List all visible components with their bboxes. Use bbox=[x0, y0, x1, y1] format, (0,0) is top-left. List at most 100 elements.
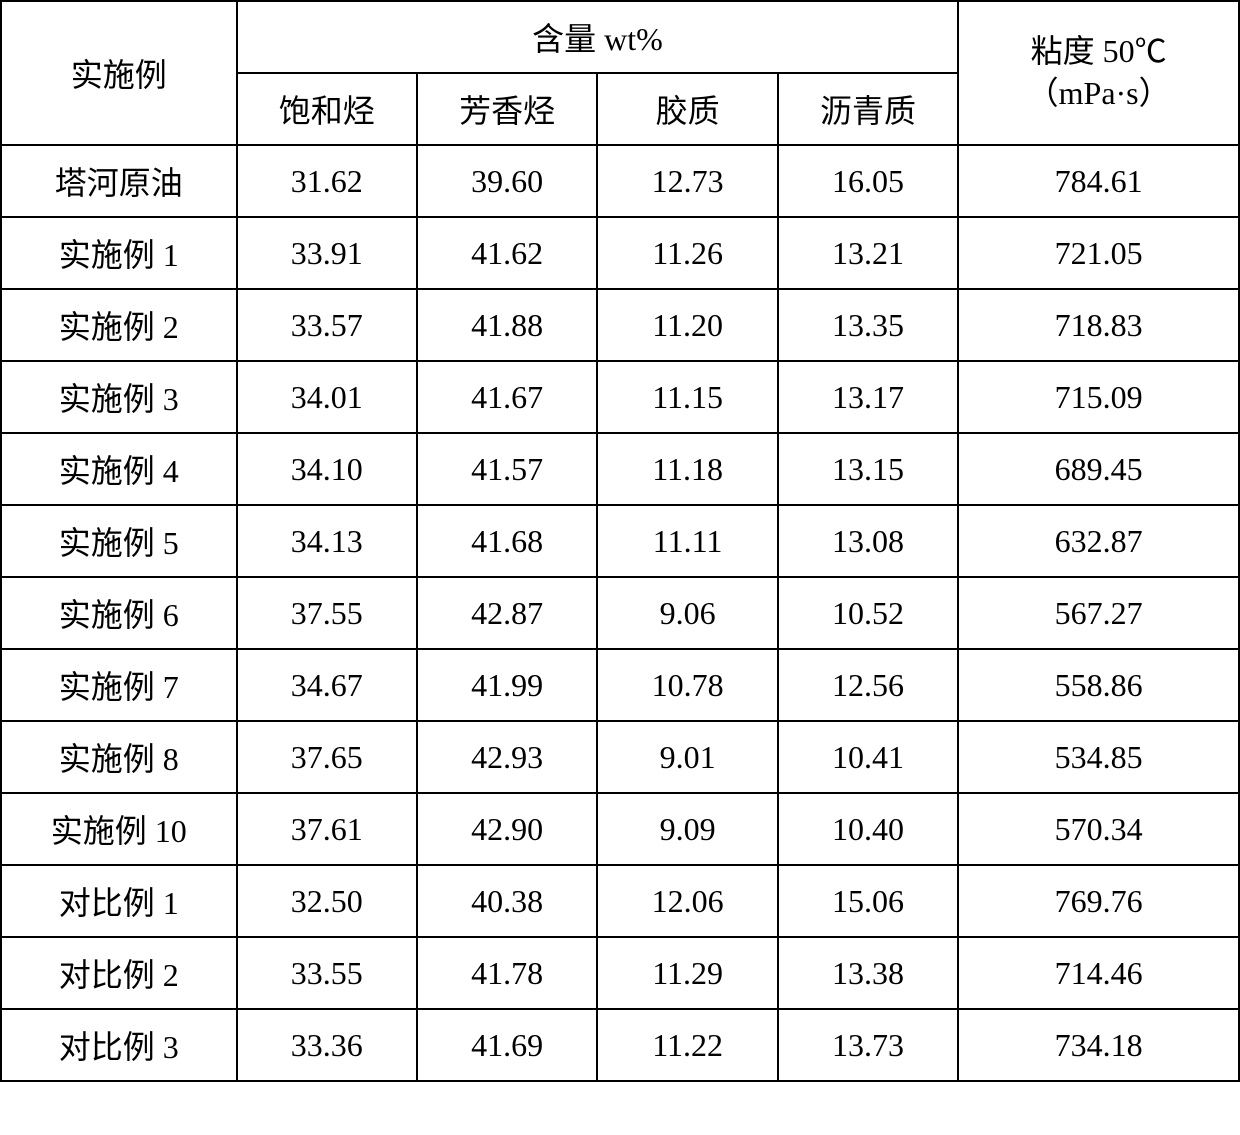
header-example-label: 实施例 bbox=[71, 50, 167, 96]
row-value: 34.13 bbox=[237, 505, 417, 577]
table-row: 对比例 3 33.36 41.69 11.22 13.73 734.18 bbox=[1, 1009, 1239, 1081]
table-body: 塔河原油31.6239.6012.7316.05784.61实施例 133.91… bbox=[1, 145, 1239, 1081]
row-label-text: 实施例 7 bbox=[59, 662, 179, 708]
row-value: 632.87 bbox=[958, 505, 1239, 577]
row-value: 37.55 bbox=[237, 577, 417, 649]
row-value: 689.45 bbox=[958, 433, 1239, 505]
row-value: 13.08 bbox=[778, 505, 958, 577]
row-value: 42.93 bbox=[417, 721, 597, 793]
row-value: 33.55 bbox=[237, 937, 417, 1009]
table-row: 实施例 133.9141.6211.2613.21721.05 bbox=[1, 217, 1239, 289]
table-header: 实施例 含量 wt% 粘度 50℃ （mPa·s） 饱和烃 芳香烃 胶质 bbox=[1, 1, 1239, 145]
table-row: 实施例 434.1041.5711.1813.15689.45 bbox=[1, 433, 1239, 505]
row-value: 10.40 bbox=[778, 793, 958, 865]
row-value: 41.99 bbox=[417, 649, 597, 721]
row-value-text: 11.11 bbox=[653, 523, 723, 560]
row-value-text: 12.06 bbox=[652, 883, 724, 920]
row-value-text: 33.91 bbox=[291, 235, 363, 272]
subheader-asphaltene: 沥青质 bbox=[778, 73, 958, 145]
subheader-saturated: 饱和烃 bbox=[237, 73, 417, 145]
table-row: 实施例 637.5542.879.0610.52567.27 bbox=[1, 577, 1239, 649]
row-value: 9.09 bbox=[597, 793, 777, 865]
row-value-text: 11.22 bbox=[652, 1027, 723, 1064]
row-value-text: 715.09 bbox=[1055, 379, 1143, 416]
row-value-text: 34.67 bbox=[291, 667, 363, 704]
row-value-text: 33.36 bbox=[291, 1027, 363, 1064]
row-value-text: 13.73 bbox=[832, 1027, 904, 1064]
row-label: 实施例 10 bbox=[1, 793, 237, 865]
row-value: 570.34 bbox=[958, 793, 1239, 865]
row-value: 11.20 bbox=[597, 289, 777, 361]
row-value-text: 16.05 bbox=[832, 163, 904, 200]
row-value-text: 41.88 bbox=[471, 307, 543, 344]
row-value: 13.73 bbox=[778, 1009, 958, 1081]
row-label: 对比例 1 bbox=[1, 865, 237, 937]
row-label-text: 塔河原油 bbox=[55, 158, 183, 204]
row-value-text: 12.56 bbox=[832, 667, 904, 704]
row-label: 塔河原油 bbox=[1, 145, 237, 217]
row-label: 对比例 3 bbox=[1, 1009, 237, 1081]
row-value-text: 13.38 bbox=[832, 955, 904, 992]
header-content-group: 含量 wt% bbox=[237, 1, 959, 73]
row-label-text: 对比例 2 bbox=[59, 950, 179, 996]
row-value-text: 41.78 bbox=[471, 955, 543, 992]
row-value-text: 558.86 bbox=[1055, 667, 1143, 704]
row-value: 11.15 bbox=[597, 361, 777, 433]
row-value: 9.06 bbox=[597, 577, 777, 649]
row-value: 42.90 bbox=[417, 793, 597, 865]
row-value: 13.17 bbox=[778, 361, 958, 433]
row-value-text: 11.29 bbox=[652, 955, 723, 992]
row-value: 33.91 bbox=[237, 217, 417, 289]
row-value: 12.56 bbox=[778, 649, 958, 721]
row-value: 12.73 bbox=[597, 145, 777, 217]
row-value-text: 632.87 bbox=[1055, 523, 1143, 560]
row-value: 567.27 bbox=[958, 577, 1239, 649]
header-viscosity: 粘度 50℃ （mPa·s） bbox=[958, 1, 1239, 145]
row-value-text: 9.06 bbox=[660, 595, 716, 632]
row-value-text: 37.55 bbox=[291, 595, 363, 632]
row-value-text: 33.57 bbox=[291, 307, 363, 344]
row-label: 实施例 3 bbox=[1, 361, 237, 433]
table-row: 实施例 233.5741.8811.2013.35718.83 bbox=[1, 289, 1239, 361]
row-value-text: 12.73 bbox=[652, 163, 724, 200]
row-label-text: 实施例 1 bbox=[59, 230, 179, 276]
row-value-text: 718.83 bbox=[1055, 307, 1143, 344]
row-value-text: 714.46 bbox=[1055, 955, 1143, 992]
row-value-text: 41.68 bbox=[471, 523, 543, 560]
subheader-0: 饱和烃 bbox=[279, 86, 375, 132]
row-value-text: 570.34 bbox=[1055, 811, 1143, 848]
row-value: 41.88 bbox=[417, 289, 597, 361]
row-label-text: 对比例 1 bbox=[59, 878, 179, 924]
row-value-text: 9.09 bbox=[660, 811, 716, 848]
row-value-text: 11.15 bbox=[652, 379, 723, 416]
row-value: 13.21 bbox=[778, 217, 958, 289]
row-value: 784.61 bbox=[958, 145, 1239, 217]
row-value: 534.85 bbox=[958, 721, 1239, 793]
data-table: 实施例 含量 wt% 粘度 50℃ （mPa·s） 饱和烃 芳香烃 胶质 bbox=[0, 0, 1240, 1082]
row-value: 734.18 bbox=[958, 1009, 1239, 1081]
row-value-text: 689.45 bbox=[1055, 451, 1143, 488]
row-value: 10.41 bbox=[778, 721, 958, 793]
row-value: 9.01 bbox=[597, 721, 777, 793]
row-value-text: 41.99 bbox=[471, 667, 543, 704]
row-value: 41.67 bbox=[417, 361, 597, 433]
row-value-text: 31.62 bbox=[291, 163, 363, 200]
row-value-text: 42.93 bbox=[471, 739, 543, 776]
row-label-text: 实施例 4 bbox=[59, 446, 179, 492]
row-value-text: 13.35 bbox=[832, 307, 904, 344]
row-value-text: 41.69 bbox=[471, 1027, 543, 1064]
header-content-label: 含量 wt% bbox=[532, 14, 663, 60]
row-value: 715.09 bbox=[958, 361, 1239, 433]
table-row: 实施例 837.6542.939.0110.41534.85 bbox=[1, 721, 1239, 793]
header-viscosity-line1: 粘度 50℃ bbox=[1031, 31, 1167, 73]
table-row: 实施例 334.0141.6711.1513.17715.09 bbox=[1, 361, 1239, 433]
row-label-text: 实施例 6 bbox=[59, 590, 179, 636]
subheader-resin: 胶质 bbox=[597, 73, 777, 145]
row-value-text: 9.01 bbox=[660, 739, 716, 776]
subheader-aromatic: 芳香烃 bbox=[417, 73, 597, 145]
table-row: 塔河原油31.6239.6012.7316.05784.61 bbox=[1, 145, 1239, 217]
row-value: 41.68 bbox=[417, 505, 597, 577]
row-value-text: 10.40 bbox=[832, 811, 904, 848]
row-value-text: 11.18 bbox=[652, 451, 723, 488]
row-value-text: 13.17 bbox=[832, 379, 904, 416]
